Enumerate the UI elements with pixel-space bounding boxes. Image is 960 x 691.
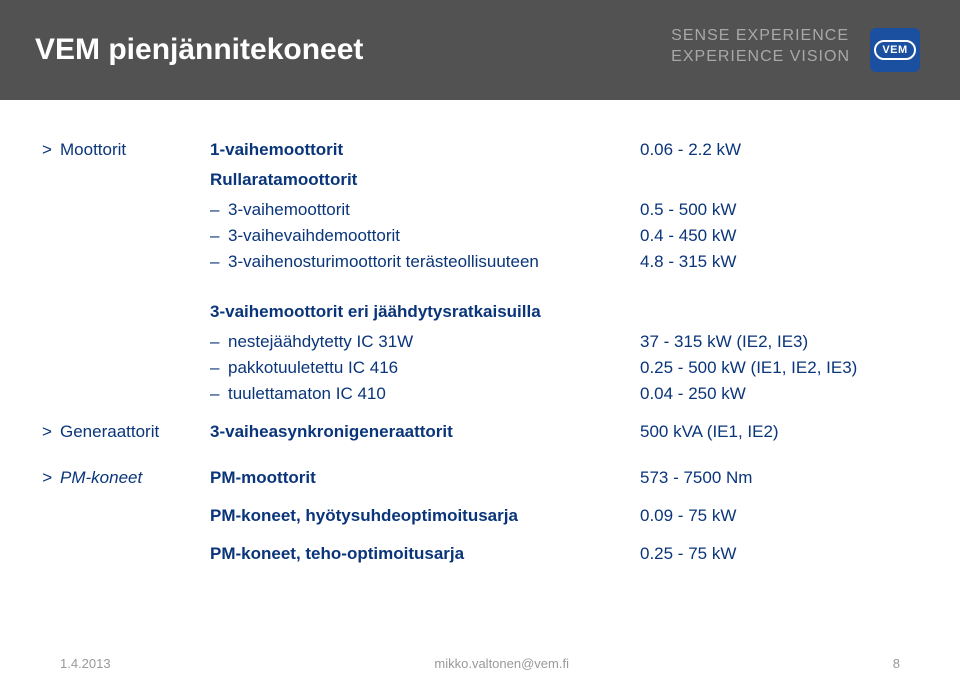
value-ic416: 0.25 - 500 kW (IE1, IE2, IE3) <box>640 358 857 378</box>
label-3vaihevaihde: 3-vaihevaihdemoottorit <box>210 226 400 245</box>
row-cool-item-1: pakkotuuletettu IC 416 0.25 - 500 kW (IE… <box>60 358 900 378</box>
row-rulla-item-2: 3-vaihenosturimoottorit terästeollisuute… <box>60 252 900 272</box>
tagline: SENSE EXPERIENCE EXPERIENCE VISION <box>671 26 850 68</box>
value-ic31w: 37 - 315 kW (IE2, IE3) <box>640 332 808 352</box>
category-pmkoneet: PM-koneet <box>60 468 210 488</box>
label-3vaihenosturi: 3-vaihenosturimoottorit terästeollisuute… <box>210 252 539 271</box>
label-pmmoottorit: PM-moottorit <box>210 468 640 488</box>
value-3vaihevaihde: 0.4 - 450 kW <box>640 226 736 246</box>
label-3vaiheasynk: 3-vaiheasynkronigeneraattorit <box>210 422 640 442</box>
value-pm-hyoty: 0.09 - 75 kW <box>640 506 736 526</box>
row-cool-item-0: nestejäähdytetty IC 31W 37 - 315 kW (IE2… <box>60 332 900 352</box>
tagline-line-2: EXPERIENCE VISION <box>671 47 850 68</box>
value-3vaihenosturi: 4.8 - 315 kW <box>640 252 736 272</box>
label-pm-hyoty: PM-koneet, hyötysuhdeoptimoitusarja <box>210 506 640 526</box>
row-cooling-head: 3-vaihemoottorit eri jäähdytysratkaisuil… <box>60 298 900 326</box>
footer-email: mikko.valtonen@vem.fi <box>434 656 569 671</box>
row-pm-hyoty: PM-koneet, hyötysuhdeoptimoitusarja 0.09… <box>60 506 900 526</box>
row-moottorit-main: Moottorit 1-vaihemoottorit 0.06 - 2.2 kW <box>60 140 900 160</box>
value-3vaihe: 0.5 - 500 kW <box>640 200 736 220</box>
label-pm-teho: PM-koneet, teho-optimoitusarja <box>210 544 640 564</box>
content-area: Moottorit 1-vaihemoottorit 0.06 - 2.2 kW… <box>0 100 960 564</box>
row-pm-teho: PM-koneet, teho-optimoitusarja 0.25 - 75… <box>60 544 900 564</box>
row-rulla-item-1: 3-vaihevaihdemoottorit 0.4 - 450 kW <box>60 226 900 246</box>
value-1vaihe: 0.06 - 2.2 kW <box>640 140 741 160</box>
subhead-rullarata: Rullaratamoottorit <box>210 170 640 190</box>
value-ic410: 0.04 - 250 kW <box>640 384 746 404</box>
value-pmmoottorit: 573 - 7500 Nm <box>640 468 752 488</box>
subhead-cooling: 3-vaihemoottorit eri jäähdytysratkaisuil… <box>210 302 640 322</box>
label-3vaihe: 3-vaihemoottorit <box>210 200 350 219</box>
label-1vaihe: 1-vaihemoottorit <box>210 140 640 160</box>
vem-logo: VEM <box>870 28 920 72</box>
slide-footer: 1.4.2013 mikko.valtonen@vem.fi 8 <box>0 656 960 671</box>
tagline-line-1: SENSE EXPERIENCE <box>671 26 850 47</box>
row-pmkoneet-main: PM-koneet PM-moottorit 573 - 7500 Nm <box>60 468 900 488</box>
value-3vaiheasynk: 500 kVA (IE1, IE2) <box>640 422 779 442</box>
row-rullarata-head: Rullaratamoottorit <box>60 166 900 194</box>
category-moottorit: Moottorit <box>60 140 210 160</box>
label-ic416: pakkotuuletettu IC 416 <box>210 358 398 377</box>
footer-date: 1.4.2013 <box>60 656 111 671</box>
vem-logo-text: VEM <box>874 40 915 60</box>
slide-header: VEM pienjännitekoneet SENSE EXPERIENCE E… <box>0 0 960 100</box>
category-generaattorit: Generaattorit <box>60 422 210 442</box>
row-rulla-item-0: 3-vaihemoottorit 0.5 - 500 kW <box>60 200 900 220</box>
label-ic31w: nestejäähdytetty IC 31W <box>210 332 413 351</box>
row-cool-item-2: tuulettamaton IC 410 0.04 - 250 kW <box>60 384 900 404</box>
footer-page: 8 <box>893 656 900 671</box>
label-ic410: tuulettamaton IC 410 <box>210 384 386 403</box>
row-generaattorit: Generaattorit 3-vaiheasynkronigeneraatto… <box>60 422 900 442</box>
value-pm-teho: 0.25 - 75 kW <box>640 544 736 564</box>
slide-title: VEM pienjännitekoneet <box>35 33 363 67</box>
